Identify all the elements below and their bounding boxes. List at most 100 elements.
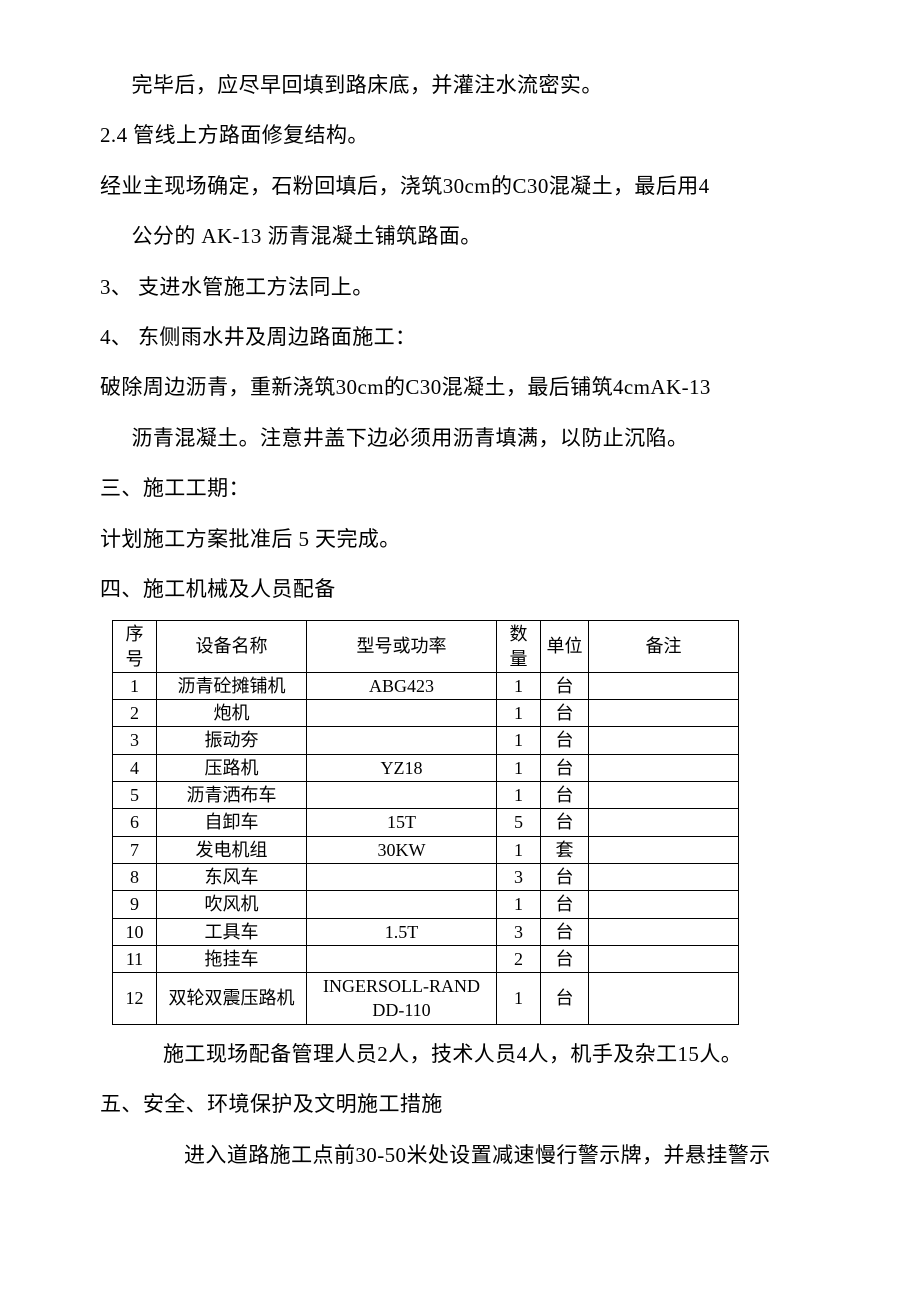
table-cell: 15T <box>307 809 497 836</box>
table-cell: 台 <box>541 945 589 972</box>
table-cell: 4 <box>113 754 157 781</box>
table-cell: 台 <box>541 672 589 699</box>
table-cell: 吹风机 <box>157 891 307 918</box>
table-cell: 双轮双震压路机 <box>157 973 307 1025</box>
table-cell: 1.5T <box>307 918 497 945</box>
table-row: 10工具车1.5T3台 <box>113 918 739 945</box>
paragraph-1: 完毕后，应尽早回填到路床底，并灌注水流密实。 <box>100 60 820 110</box>
table-cell <box>589 754 739 781</box>
paragraph-14: 进入道路施工点前30-50米处设置减速慢行警示牌，并悬挂警示 <box>100 1130 820 1180</box>
table-cell: 1 <box>497 754 541 781</box>
table-cell: 30KW <box>307 836 497 863</box>
table-cell: 2 <box>497 945 541 972</box>
table-cell: 5 <box>497 809 541 836</box>
table-header-row: 序号 设备名称 型号或功率 数量 单位 备注 <box>113 621 739 673</box>
paragraph-8: 沥青混凝土。注意井盖下边必须用沥青填满，以防止沉陷。 <box>100 413 820 463</box>
table-row: 5沥青洒布车 1台 <box>113 782 739 809</box>
table-cell: ABG423 <box>307 672 497 699</box>
table-cell: 拖挂车 <box>157 945 307 972</box>
paragraph-6: 4、 东侧雨水井及周边路面施工： <box>100 312 820 362</box>
table-cell <box>307 700 497 727</box>
table-cell: YZ18 <box>307 754 497 781</box>
table-cell: 9 <box>113 891 157 918</box>
table-cell: 11 <box>113 945 157 972</box>
table-cell: 台 <box>541 754 589 781</box>
table-cell <box>589 863 739 890</box>
table-cell: 5 <box>113 782 157 809</box>
table-cell: 3 <box>497 863 541 890</box>
th-qty: 数量 <box>497 621 541 673</box>
table-cell <box>589 891 739 918</box>
table-cell: 发电机组 <box>157 836 307 863</box>
table-cell <box>589 700 739 727</box>
table-row: 12双轮双震压路机INGERSOLL-RAND DD-1101台 <box>113 973 739 1025</box>
table-cell: 12 <box>113 973 157 1025</box>
table-cell: 10 <box>113 918 157 945</box>
table-cell: 1 <box>497 973 541 1025</box>
paragraph-7: 破除周边沥青，重新浇筑30cm的C30混凝土，最后铺筑4cmAK-13 <box>100 362 820 412</box>
th-model: 型号或功率 <box>307 621 497 673</box>
table-cell: 3 <box>113 727 157 754</box>
table-cell: 台 <box>541 973 589 1025</box>
paragraph-12: 施工现场配备管理人员2人，技术人员4人，机手及杂工15人。 <box>100 1029 820 1079</box>
table-cell: 台 <box>541 700 589 727</box>
table-cell: 2 <box>113 700 157 727</box>
table-cell: 6 <box>113 809 157 836</box>
table-cell <box>589 809 739 836</box>
paragraph-3: 经业主现场确定，石粉回填后，浇筑30cm的C30混凝土，最后用4 <box>100 161 820 211</box>
paragraph-9: 三、施工工期： <box>100 463 820 513</box>
table-row: 8东风车 3台 <box>113 863 739 890</box>
table-cell: 台 <box>541 782 589 809</box>
th-name: 设备名称 <box>157 621 307 673</box>
table-row: 9吹风机 1台 <box>113 891 739 918</box>
table-row: 2炮机 1台 <box>113 700 739 727</box>
paragraph-11: 四、施工机械及人员配备 <box>100 564 820 614</box>
table-cell: 压路机 <box>157 754 307 781</box>
table-cell: 振动夯 <box>157 727 307 754</box>
table-cell: 1 <box>497 727 541 754</box>
table-cell: 自卸车 <box>157 809 307 836</box>
table-cell <box>589 672 739 699</box>
table-cell: 1 <box>497 891 541 918</box>
table-cell: 东风车 <box>157 863 307 890</box>
table-cell <box>307 891 497 918</box>
equipment-table: 序号 设备名称 型号或功率 数量 单位 备注 1沥青砼摊铺机ABG4231台2炮… <box>112 620 739 1024</box>
table-cell: 台 <box>541 863 589 890</box>
table-cell: 7 <box>113 836 157 863</box>
table-cell: 1 <box>497 782 541 809</box>
table-row: 6自卸车15T5台 <box>113 809 739 836</box>
table-cell: 台 <box>541 918 589 945</box>
paragraph-2: 2.4 管线上方路面修复结构。 <box>100 110 820 160</box>
table-cell <box>307 727 497 754</box>
table-cell: 台 <box>541 809 589 836</box>
th-unit: 单位 <box>541 621 589 673</box>
table-row: 1沥青砼摊铺机ABG4231台 <box>113 672 739 699</box>
table-row: 3振动夯 1台 <box>113 727 739 754</box>
paragraph-5: 3、 支进水管施工方法同上。 <box>100 262 820 312</box>
table-cell: 3 <box>497 918 541 945</box>
table-cell: 台 <box>541 727 589 754</box>
table-cell <box>589 727 739 754</box>
paragraph-10: 计划施工方案批准后 5 天完成。 <box>100 514 820 564</box>
table-cell: 台 <box>541 891 589 918</box>
table-cell <box>307 945 497 972</box>
table-row: 7发电机组30KW1套 <box>113 836 739 863</box>
table-cell: 1 <box>497 700 541 727</box>
table-row: 4压路机YZ181台 <box>113 754 739 781</box>
equipment-table-body: 1沥青砼摊铺机ABG4231台2炮机1台3振动夯1台4压路机YZ181台5沥青洒… <box>113 672 739 1024</box>
table-cell <box>307 782 497 809</box>
table-cell <box>589 945 739 972</box>
table-cell: 沥青砼摊铺机 <box>157 672 307 699</box>
paragraph-4: 公分的 AK-13 沥青混凝土铺筑路面。 <box>100 211 820 261</box>
table-cell: 1 <box>497 836 541 863</box>
table-cell: 1 <box>497 672 541 699</box>
table-cell <box>589 836 739 863</box>
table-cell: 沥青洒布车 <box>157 782 307 809</box>
table-cell: 1 <box>113 672 157 699</box>
table-cell <box>589 782 739 809</box>
table-row: 11拖挂车 2台 <box>113 945 739 972</box>
th-remark: 备注 <box>589 621 739 673</box>
table-cell: 套 <box>541 836 589 863</box>
table-cell: 炮机 <box>157 700 307 727</box>
table-cell: 8 <box>113 863 157 890</box>
